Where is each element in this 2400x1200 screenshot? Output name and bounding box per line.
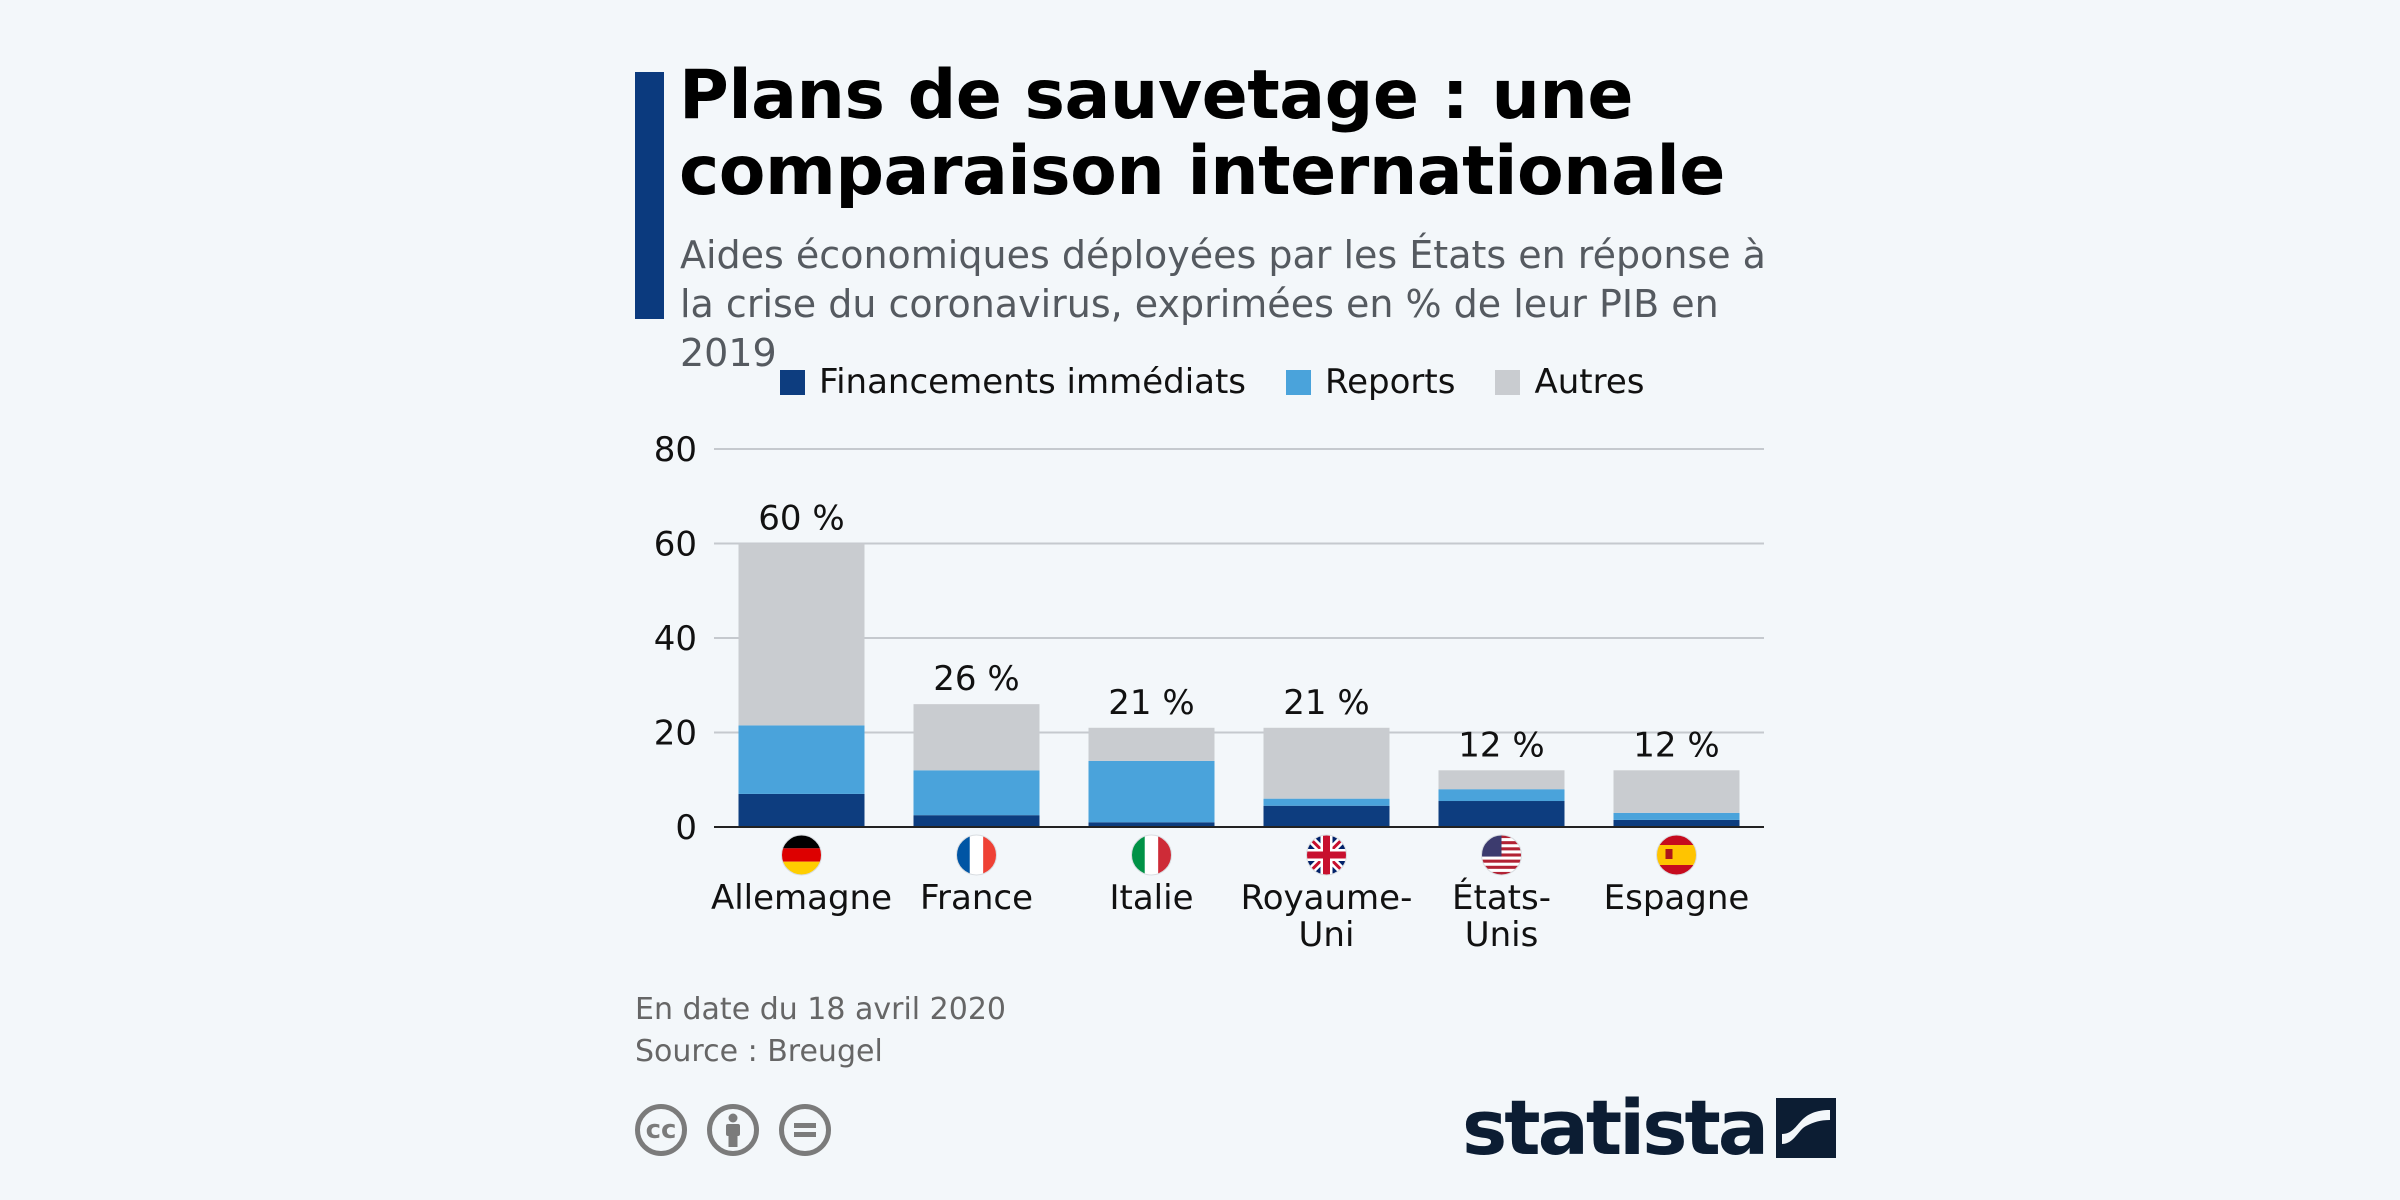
data-label: 60 % <box>758 499 844 539</box>
x-tick-label: Uni <box>1299 915 1355 955</box>
y-tick-label: 80 <box>654 430 697 470</box>
bar-segment <box>913 815 1040 827</box>
legend-label-autres: Autres <box>1534 362 1645 402</box>
data-label: 12 % <box>1633 725 1719 765</box>
y-tick-label: 0 <box>675 808 697 848</box>
bar-segment <box>738 543 865 726</box>
flag-outline <box>1306 834 1347 876</box>
chart-title: Plans de sauvetage : une comparaison int… <box>679 56 1725 211</box>
chart-legend: Financements immédiats Reports Autres <box>780 358 1644 406</box>
license-icons: cc <box>635 1104 831 1156</box>
data-label: 21 % <box>1108 683 1194 723</box>
x-tick-label: Unis <box>1465 915 1539 955</box>
title-accent-bar <box>635 72 664 319</box>
italy-flag-icon <box>1131 835 1172 875</box>
bar-segment <box>1613 770 1740 813</box>
no-derivatives-icon[interactable] <box>779 1104 831 1156</box>
x-tick-label: Espagne <box>1604 878 1750 918</box>
bar-segment <box>1613 819 1740 827</box>
bar-segment <box>1438 770 1565 790</box>
chart-subtitle: Aides économiques déployées par les État… <box>680 233 1766 375</box>
flag-outline <box>1656 834 1697 876</box>
bar-segment <box>738 725 865 794</box>
bar-segment <box>1263 727 1390 799</box>
legend-swatch-reports <box>1286 369 1312 395</box>
statista-logo-icon <box>1776 1098 1837 1158</box>
bar-segment <box>1613 812 1740 820</box>
bar-segment <box>1438 801 1565 827</box>
bar-segment <box>1263 805 1390 827</box>
bar-segment <box>1088 822 1215 827</box>
flag-outline <box>956 834 997 876</box>
x-tick-label: Italie <box>1109 878 1193 918</box>
x-tick-label: Allemagne <box>711 878 892 918</box>
flag-outline <box>1131 834 1172 876</box>
bar-segment <box>913 704 1040 771</box>
germany-flag-icon <box>781 835 822 875</box>
legend-swatch-financements <box>780 369 805 395</box>
legend-label-financements: Financements immédiats <box>819 362 1247 402</box>
usa-flag-icon <box>1481 835 1522 875</box>
data-label: 21 % <box>1283 683 1369 723</box>
france-flag-icon <box>956 835 997 875</box>
source-note: Source : Breugel <box>635 1034 883 1069</box>
data-label: 12 % <box>1458 725 1544 765</box>
y-tick-label: 20 <box>654 714 697 754</box>
y-tick-label: 60 <box>654 525 697 565</box>
attribution-icon[interactable] <box>707 1104 759 1156</box>
bar-segment <box>1263 798 1390 806</box>
legend-swatch-autres <box>1495 369 1521 395</box>
flag-outline <box>781 834 822 876</box>
legend-item-autres: Autres <box>1495 362 1644 402</box>
date-note: En date du 18 avril 2020 <box>635 992 1007 1027</box>
data-label: 26 % <box>933 659 1019 699</box>
legend-label-reports: Reports <box>1325 362 1456 402</box>
bar-segment <box>738 793 865 827</box>
x-tick-label: France <box>920 878 1033 918</box>
statista-logo[interactable]: statista <box>1462 1083 1837 1172</box>
bar-segment <box>1088 727 1215 761</box>
uk-flag-icon <box>1306 835 1347 875</box>
x-tick-label: États- <box>1452 877 1551 918</box>
spain-flag-icon <box>1656 835 1697 875</box>
y-tick-label: 40 <box>654 619 697 659</box>
bar-segment <box>1438 789 1565 802</box>
legend-item-reports: Reports <box>1286 362 1455 402</box>
flag-outline <box>1481 834 1522 876</box>
bar-segment <box>1088 760 1215 823</box>
bar-segment <box>913 770 1040 816</box>
x-tick-label: Royaume- <box>1241 878 1413 918</box>
legend-item-financements: Financements immédiats <box>780 362 1246 402</box>
cc-icon[interactable]: cc <box>635 1104 687 1156</box>
stacked-bar-chart: 0 20 40 60 80 60 % Allemagne 26 % France 21 % Ital… <box>654 430 1764 955</box>
statista-wordmark: statista <box>1462 1083 1769 1172</box>
